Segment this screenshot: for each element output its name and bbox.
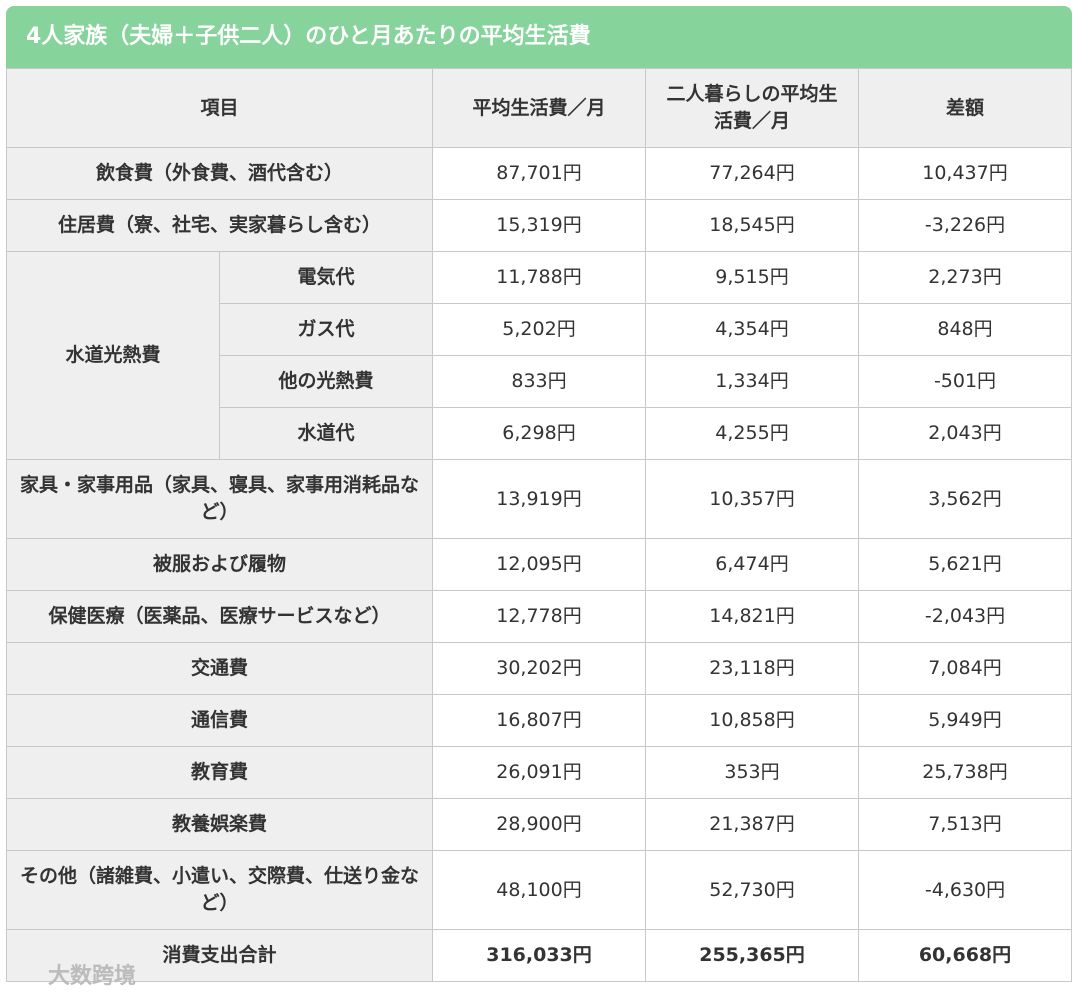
row-label: 電気代 (219, 251, 433, 304)
value-cell: 14,821円 (645, 590, 859, 643)
value-cell: 9,515円 (645, 251, 859, 304)
table-row: 水道光熱費 電気代 11,788円 9,515円 2,273円 (6, 251, 1072, 460)
group-label: 水道光熱費 (6, 251, 220, 460)
header-cell: 平均生活費／月 (432, 68, 646, 148)
value-cell: 316,033円 (432, 929, 646, 982)
table-row: 保健医療（医薬品、医療サービスなど） 12,778円 14,821円 -2,043円 (6, 590, 1072, 643)
row-label: 教養娯楽費 (6, 798, 433, 851)
value-cell: 48,100円 (432, 850, 646, 930)
table-row: 他の光熱費 833円 1,334円 -501円 (7, 355, 1072, 408)
table-row: 飲食費（外食費、酒代含む） 87,701円 77,264円 10,437円 (6, 147, 1072, 200)
value-cell: 2,273円 (858, 251, 1072, 304)
row-label: 通信費 (6, 694, 433, 747)
table-row: 交通費 30,202円 23,118円 7,084円 (6, 642, 1072, 695)
value-cell: 833円 (432, 355, 646, 408)
row-label: 消費支出合計 (6, 929, 433, 982)
row-label: 被服および履物 (6, 538, 433, 591)
value-cell: 7,513円 (858, 798, 1072, 851)
table-card: 4人家族（夫婦＋子供二人）のひと月あたりの平均生活費 項目 平均生活費／月 二人… (6, 6, 1072, 982)
row-label: 水道代 (219, 407, 433, 460)
value-cell: 13,919円 (432, 459, 646, 539)
row-label: 交通費 (6, 642, 433, 695)
row-label: 住居費（寮、社宅、実家暮らし含む） (6, 199, 433, 252)
table-row: ガス代 5,202円 4,354円 848円 (7, 303, 1072, 356)
value-cell: 60,668円 (858, 929, 1072, 982)
value-cell: 10,357円 (645, 459, 859, 539)
table-row: 住居費（寮、社宅、実家暮らし含む） 15,319円 18,545円 -3,226円 (6, 199, 1072, 252)
value-cell: 255,365円 (645, 929, 859, 982)
value-cell: 5,202円 (432, 303, 646, 356)
value-cell: 11,788円 (432, 251, 646, 304)
table-row: 消費支出合計 316,033円 255,365円 60,668円 (6, 929, 1072, 982)
value-cell: 30,202円 (432, 642, 646, 695)
value-cell: 353円 (645, 746, 859, 799)
row-label: その他（諸雑費、小遣い、交際費、仕送り金など） (6, 850, 433, 930)
value-cell: 5,621円 (858, 538, 1072, 591)
value-cell: 28,900円 (432, 798, 646, 851)
value-cell: 26,091円 (432, 746, 646, 799)
table-row: 水道代 6,298円 4,255円 2,043円 (7, 407, 1072, 460)
row-label: ガス代 (219, 303, 433, 356)
table-row: 被服および履物 12,095円 6,474円 5,621円 (6, 538, 1072, 591)
value-cell: 52,730円 (645, 850, 859, 930)
value-cell: 4,255円 (645, 407, 859, 460)
row-label: 保健医療（医薬品、医療サービスなど） (6, 590, 433, 643)
value-cell: 18,545円 (645, 199, 859, 252)
value-cell: -4,630円 (858, 850, 1072, 930)
value-cell: 1,334円 (645, 355, 859, 408)
value-cell: 3,562円 (858, 459, 1072, 539)
table-row: 教育費 26,091円 353円 25,738円 (6, 746, 1072, 799)
header-row: 項目 平均生活費／月 二人暮らしの平均生活費／月 差額 (6, 68, 1072, 148)
value-cell: 25,738円 (858, 746, 1072, 799)
value-cell: 10,858円 (645, 694, 859, 747)
table-row: 通信費 16,807円 10,858円 5,949円 (6, 694, 1072, 747)
header-cell: 二人暮らしの平均生活費／月 (645, 68, 859, 148)
table-row: 教養娯楽費 28,900円 21,387円 7,513円 (6, 798, 1072, 851)
watermark: 大数跨境 (48, 964, 137, 989)
header-cell: 差額 (858, 68, 1072, 148)
value-cell: -3,226円 (858, 199, 1072, 252)
value-cell: 21,387円 (645, 798, 859, 851)
value-cell: 4,354円 (645, 303, 859, 356)
value-cell: 2,043円 (858, 407, 1072, 460)
header-cell: 項目 (6, 68, 433, 148)
value-cell: -501円 (858, 355, 1072, 408)
value-cell: 5,949円 (858, 694, 1072, 747)
value-cell: 15,319円 (432, 199, 646, 252)
table-row: その他（諸雑費、小遣い、交際費、仕送り金など） 48,100円 52,730円 -4,… (6, 850, 1072, 930)
value-cell: 10,437円 (858, 147, 1072, 200)
row-label: 家具・家事用品（家具、寝具、家事用消耗品など） (6, 459, 433, 539)
value-cell: -2,043円 (858, 590, 1072, 643)
value-cell: 77,264円 (645, 147, 859, 200)
value-cell: 848円 (858, 303, 1072, 356)
value-cell: 7,084円 (858, 642, 1072, 695)
row-label: 飲食費（外食費、酒代含む） (6, 147, 433, 200)
table-title: 4人家族（夫婦＋子供二人）のひと月あたりの平均生活費 (6, 6, 1072, 68)
value-cell: 23,118円 (645, 642, 859, 695)
value-cell: 6,298円 (432, 407, 646, 460)
row-label: 教育費 (6, 746, 433, 799)
value-cell: 16,807円 (432, 694, 646, 747)
value-cell: 87,701円 (432, 147, 646, 200)
value-cell: 6,474円 (645, 538, 859, 591)
value-cell: 12,095円 (432, 538, 646, 591)
table: 項目 平均生活費／月 二人暮らしの平均生活費／月 差額 飲食費（外食費、酒代含む… (6, 68, 1072, 982)
row-label: 他の光熱費 (219, 355, 433, 408)
value-cell: 12,778円 (432, 590, 646, 643)
table-row: 家具・家事用品（家具、寝具、家事用消耗品など） 13,919円 10,357円 3,5… (6, 459, 1072, 539)
